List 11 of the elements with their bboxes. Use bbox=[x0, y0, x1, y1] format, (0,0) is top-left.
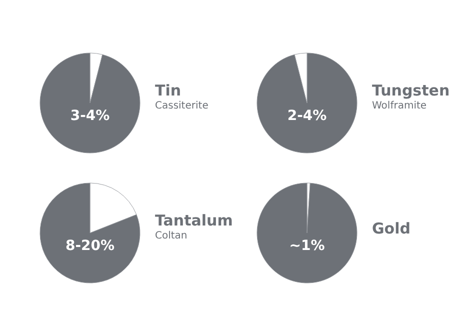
text: 2-4% bbox=[287, 108, 327, 124]
text: Tungsten bbox=[372, 82, 450, 100]
text: Tin bbox=[155, 82, 182, 100]
text: Tantalum bbox=[155, 212, 233, 230]
text: 3-4% bbox=[70, 108, 110, 124]
text: Coltan bbox=[155, 230, 188, 242]
text: Wolframite bbox=[372, 100, 427, 112]
text: 8-20% bbox=[65, 238, 115, 254]
text: ~1% bbox=[289, 238, 325, 254]
text: Gold bbox=[372, 220, 410, 238]
text: Cassiterite bbox=[155, 100, 208, 112]
